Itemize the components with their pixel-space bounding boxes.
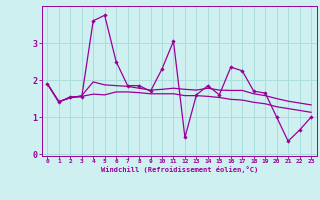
X-axis label: Windchill (Refroidissement éolien,°C): Windchill (Refroidissement éolien,°C): [100, 166, 258, 173]
